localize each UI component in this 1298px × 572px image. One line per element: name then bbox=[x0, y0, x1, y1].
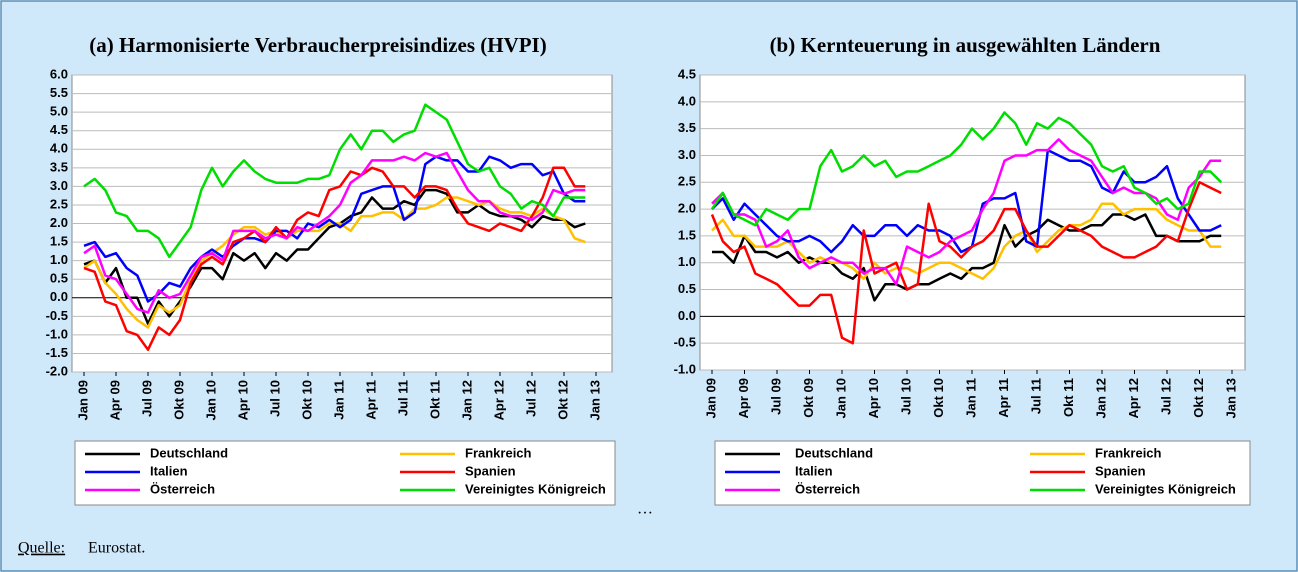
series-line bbox=[83, 166, 586, 351]
series-line bbox=[712, 213, 1222, 302]
y-tick-label: 0.5 bbox=[50, 271, 68, 286]
x-tick-label: Apr 11 bbox=[996, 378, 1011, 418]
x-tick-label: Apr 10 bbox=[235, 380, 250, 420]
x-tick-label: Jan 12 bbox=[459, 380, 474, 420]
y-tick-label: 4.0 bbox=[678, 93, 696, 108]
y-tick-label: 1.5 bbox=[678, 227, 696, 242]
x-tick-label: Okt 11 bbox=[427, 380, 442, 419]
series-line bbox=[83, 155, 586, 303]
series-line bbox=[711, 138, 1222, 286]
x-tick-label: Apr 12 bbox=[1126, 378, 1141, 418]
x-tick-label: Jul 11 bbox=[395, 380, 410, 416]
legend-label: Deutschland bbox=[150, 445, 228, 460]
legend-label: Frankreich bbox=[1095, 445, 1162, 460]
x-tick-label: Jan 12 bbox=[1093, 378, 1108, 418]
x-tick-label: Jul 12 bbox=[1158, 378, 1173, 415]
x-tick-label: Okt 09 bbox=[801, 378, 816, 418]
y-tick-label: 0.0 bbox=[678, 308, 696, 323]
legend-label: Österreich bbox=[795, 481, 860, 496]
x-tick-label: Jan 13 bbox=[1223, 378, 1238, 418]
y-tick-label: 6.0 bbox=[50, 66, 68, 81]
y-tick-label: 3.0 bbox=[678, 147, 696, 162]
x-tick-label: Apr 10 bbox=[866, 378, 881, 418]
y-tick-label: 2.0 bbox=[678, 201, 696, 216]
x-tick-label: Okt 09 bbox=[171, 380, 186, 420]
y-tick-label: 2.5 bbox=[678, 174, 696, 189]
x-tick-label: Apr 09 bbox=[736, 378, 751, 418]
y-tick-label: 4.5 bbox=[50, 122, 68, 137]
x-tick-label: Jul 09 bbox=[768, 378, 783, 415]
x-tick-label: Jul 12 bbox=[523, 380, 538, 417]
x-tick-label: Jan 13 bbox=[587, 380, 602, 420]
y-tick-label: 3.5 bbox=[50, 159, 68, 174]
source-label: Quelle: bbox=[18, 540, 65, 557]
y-tick-label: 4.5 bbox=[678, 66, 696, 81]
legend-label: Italien bbox=[795, 463, 833, 478]
y-tick-label: 0.5 bbox=[678, 281, 696, 296]
legend-label: Frankreich bbox=[465, 445, 532, 460]
legend-label: Vereinigtes Königreich bbox=[1095, 481, 1236, 496]
x-tick-label: Jan 09 bbox=[75, 380, 90, 420]
source-text: Eurostat. bbox=[88, 540, 145, 557]
x-tick-label: Jan 10 bbox=[833, 378, 848, 418]
x-tick-label: Okt 11 bbox=[1061, 378, 1076, 417]
x-tick-label: Okt 12 bbox=[1191, 378, 1206, 418]
y-tick-label: 1.5 bbox=[50, 234, 68, 249]
legend-label: Spanien bbox=[465, 463, 516, 478]
y-tick-label: -2.0 bbox=[46, 363, 68, 378]
chart-title: (b) Kernteuerung in ausgewählten Ländern bbox=[770, 33, 1161, 57]
y-tick-label: -0.5 bbox=[674, 335, 696, 350]
x-tick-label: Jan 11 bbox=[963, 378, 978, 418]
x-tick-label: Jan 11 bbox=[331, 380, 346, 420]
x-tick-label: Jul 10 bbox=[267, 380, 282, 417]
x-tick-label: Apr 12 bbox=[491, 380, 506, 420]
series-line bbox=[83, 188, 586, 325]
series-line bbox=[83, 103, 586, 259]
x-tick-label: Apr 11 bbox=[363, 380, 378, 420]
x-tick-label: Apr 09 bbox=[107, 380, 122, 420]
x-tick-label: Okt 10 bbox=[299, 380, 314, 420]
x-tick-label: Jul 11 bbox=[1028, 378, 1043, 414]
ellipsis: … bbox=[637, 501, 653, 518]
legend-box bbox=[74, 440, 616, 506]
y-tick-label: 5.0 bbox=[50, 104, 68, 119]
y-tick-label: 2.0 bbox=[50, 215, 68, 230]
legend-label: Vereinigtes Königreich bbox=[465, 481, 606, 496]
plot-area bbox=[699, 74, 1246, 371]
y-tick-label: -1.0 bbox=[674, 361, 696, 376]
y-tick-label: 3.5 bbox=[678, 120, 696, 135]
legend-box bbox=[714, 440, 1251, 506]
legend-label: Deutschland bbox=[795, 445, 873, 460]
y-tick-label: 1.0 bbox=[678, 254, 696, 269]
x-tick-label: Okt 10 bbox=[931, 378, 946, 418]
x-tick-label: Okt 12 bbox=[555, 380, 570, 420]
series-line bbox=[83, 151, 586, 314]
y-tick-label: -1.5 bbox=[46, 345, 68, 360]
x-tick-label: Jul 09 bbox=[139, 380, 154, 417]
y-tick-label: 4.0 bbox=[50, 141, 68, 156]
x-tick-label: Jan 10 bbox=[203, 380, 218, 420]
y-tick-label: 1.0 bbox=[50, 252, 68, 267]
x-tick-label: Jul 10 bbox=[898, 378, 913, 415]
y-tick-label: 5.5 bbox=[50, 85, 68, 100]
legend-label: Spanien bbox=[1095, 463, 1146, 478]
series-line bbox=[711, 148, 1222, 254]
y-tick-label: 2.5 bbox=[50, 196, 68, 211]
legend-label: Italien bbox=[150, 463, 188, 478]
x-tick-label: Jan 09 bbox=[703, 378, 718, 418]
y-tick-label: 0.0 bbox=[50, 289, 68, 304]
chart-title: (a) Harmonisierte Verbraucherpreisindize… bbox=[89, 33, 546, 57]
y-tick-label: -0.5 bbox=[46, 308, 68, 323]
y-tick-label: -1.0 bbox=[46, 326, 68, 341]
legend-label: Österreich bbox=[150, 481, 215, 496]
series-line bbox=[710, 111, 1223, 227]
series-line bbox=[710, 181, 1222, 345]
y-tick-label: 3.0 bbox=[50, 178, 68, 193]
